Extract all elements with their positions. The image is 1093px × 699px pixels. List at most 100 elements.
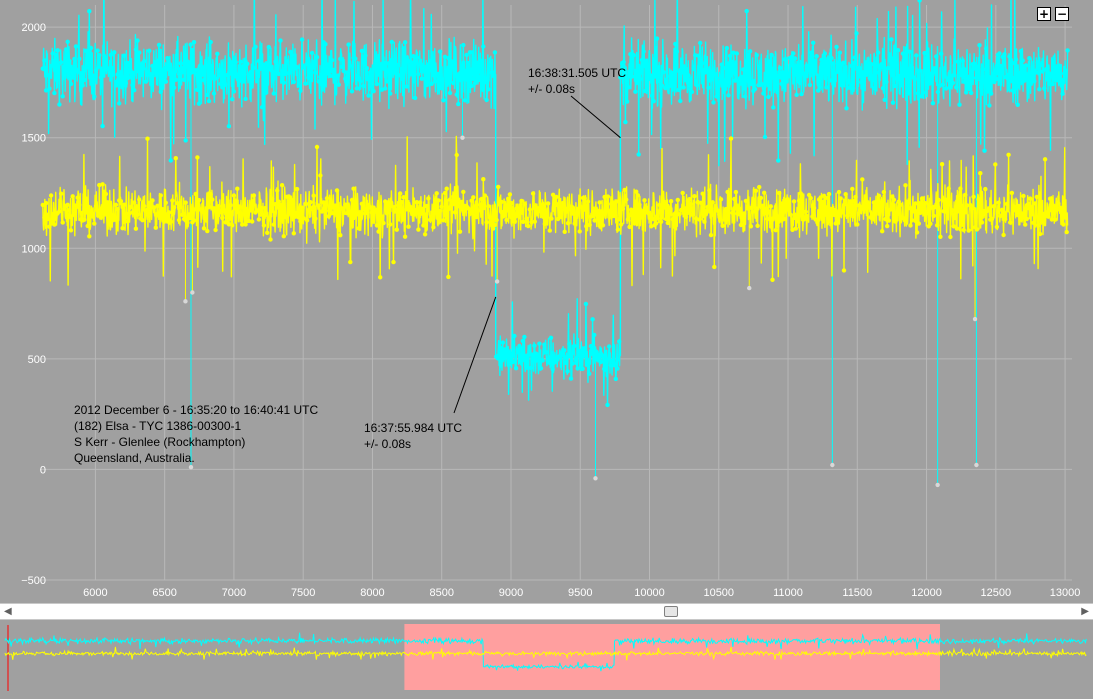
data-point [681, 85, 686, 90]
zoom-out-button[interactable]: − [1055, 7, 1069, 21]
data-point [914, 53, 919, 58]
data-point [371, 89, 376, 94]
scroll-right-icon[interactable]: ▶ [1081, 606, 1089, 617]
data-point [216, 69, 222, 75]
data-point [82, 217, 87, 222]
data-point [683, 78, 688, 83]
data-point [738, 222, 744, 228]
data-point [891, 197, 897, 202]
data-point [1041, 213, 1046, 218]
data-point [143, 209, 148, 214]
data-point [545, 201, 551, 206]
data-point [972, 62, 977, 68]
data-point [291, 79, 296, 85]
data-point [811, 205, 817, 211]
data-point [1012, 60, 1017, 66]
data-point [431, 225, 436, 230]
data-point [631, 53, 636, 58]
data-point [655, 216, 660, 221]
data-point [441, 98, 446, 103]
y-tick-label: −500 [21, 575, 46, 587]
data-point [356, 226, 361, 231]
data-point [976, 197, 981, 202]
data-point [689, 89, 695, 95]
data-point [732, 196, 737, 202]
data-point [421, 69, 426, 74]
data-point [459, 199, 464, 205]
data-point [909, 218, 915, 223]
data-point [1014, 212, 1020, 217]
scroll-left-icon[interactable]: ◀ [4, 606, 12, 617]
data-point [949, 208, 955, 213]
data-point [128, 75, 134, 80]
data-point [841, 268, 847, 273]
data-point [97, 53, 102, 58]
data-point [647, 212, 652, 217]
data-point [705, 204, 710, 210]
data-point [722, 87, 728, 92]
navigator-chart[interactable] [0, 621, 1093, 694]
data-point [358, 79, 363, 84]
data-point [205, 228, 210, 234]
data-point [373, 61, 378, 66]
data-point [191, 40, 197, 45]
data-point [867, 75, 872, 81]
data-point [786, 74, 791, 79]
data-point [1062, 215, 1068, 220]
data-point [951, 224, 956, 229]
zoom-in-button[interactable]: + [1037, 7, 1051, 21]
data-point [912, 77, 917, 82]
data-point [936, 197, 941, 203]
data-point [1038, 62, 1044, 68]
data-point [399, 200, 404, 205]
data-point [665, 220, 670, 226]
data-point [728, 136, 734, 141]
data-point [837, 50, 842, 55]
horizontal-scrollbar[interactable]: ◀ ▶ [0, 603, 1093, 620]
data-point [466, 60, 471, 66]
data-point [852, 55, 857, 60]
navigator-panel[interactable] [0, 621, 1093, 694]
data-point [790, 227, 795, 232]
data-point [994, 224, 1000, 230]
data-point [768, 204, 773, 209]
data-point [389, 203, 394, 209]
data-point [605, 402, 610, 408]
data-point [736, 79, 741, 84]
data-point [263, 212, 268, 217]
data-point [772, 85, 778, 90]
data-point [228, 203, 233, 208]
data-point [720, 223, 725, 228]
data-point [329, 210, 335, 216]
scrollbar-thumb[interactable] [664, 606, 678, 617]
data-point [1065, 48, 1070, 53]
data-point [266, 44, 271, 50]
data-point [195, 155, 200, 160]
data-point [938, 234, 943, 239]
navigator-selection[interactable] [404, 624, 940, 690]
data-point [823, 212, 828, 217]
data-point [998, 63, 1004, 69]
data-point [376, 229, 381, 234]
data-point [265, 61, 270, 66]
data-point [294, 186, 300, 192]
data-point [507, 192, 513, 197]
data-point [98, 75, 104, 80]
data-point [442, 190, 448, 196]
data-point [186, 77, 192, 82]
data-point [682, 210, 687, 215]
data-point [456, 101, 461, 107]
data-point [729, 64, 734, 69]
data-point [492, 222, 498, 228]
data-point [88, 45, 94, 51]
data-point [592, 332, 597, 338]
data-point [939, 51, 944, 56]
data-point [530, 352, 535, 357]
data-point [123, 81, 129, 86]
data-point [291, 231, 296, 236]
data-point [442, 54, 448, 59]
data-point [769, 52, 774, 58]
data-point [766, 94, 771, 100]
data-point [78, 71, 84, 76]
data-point [52, 90, 57, 96]
